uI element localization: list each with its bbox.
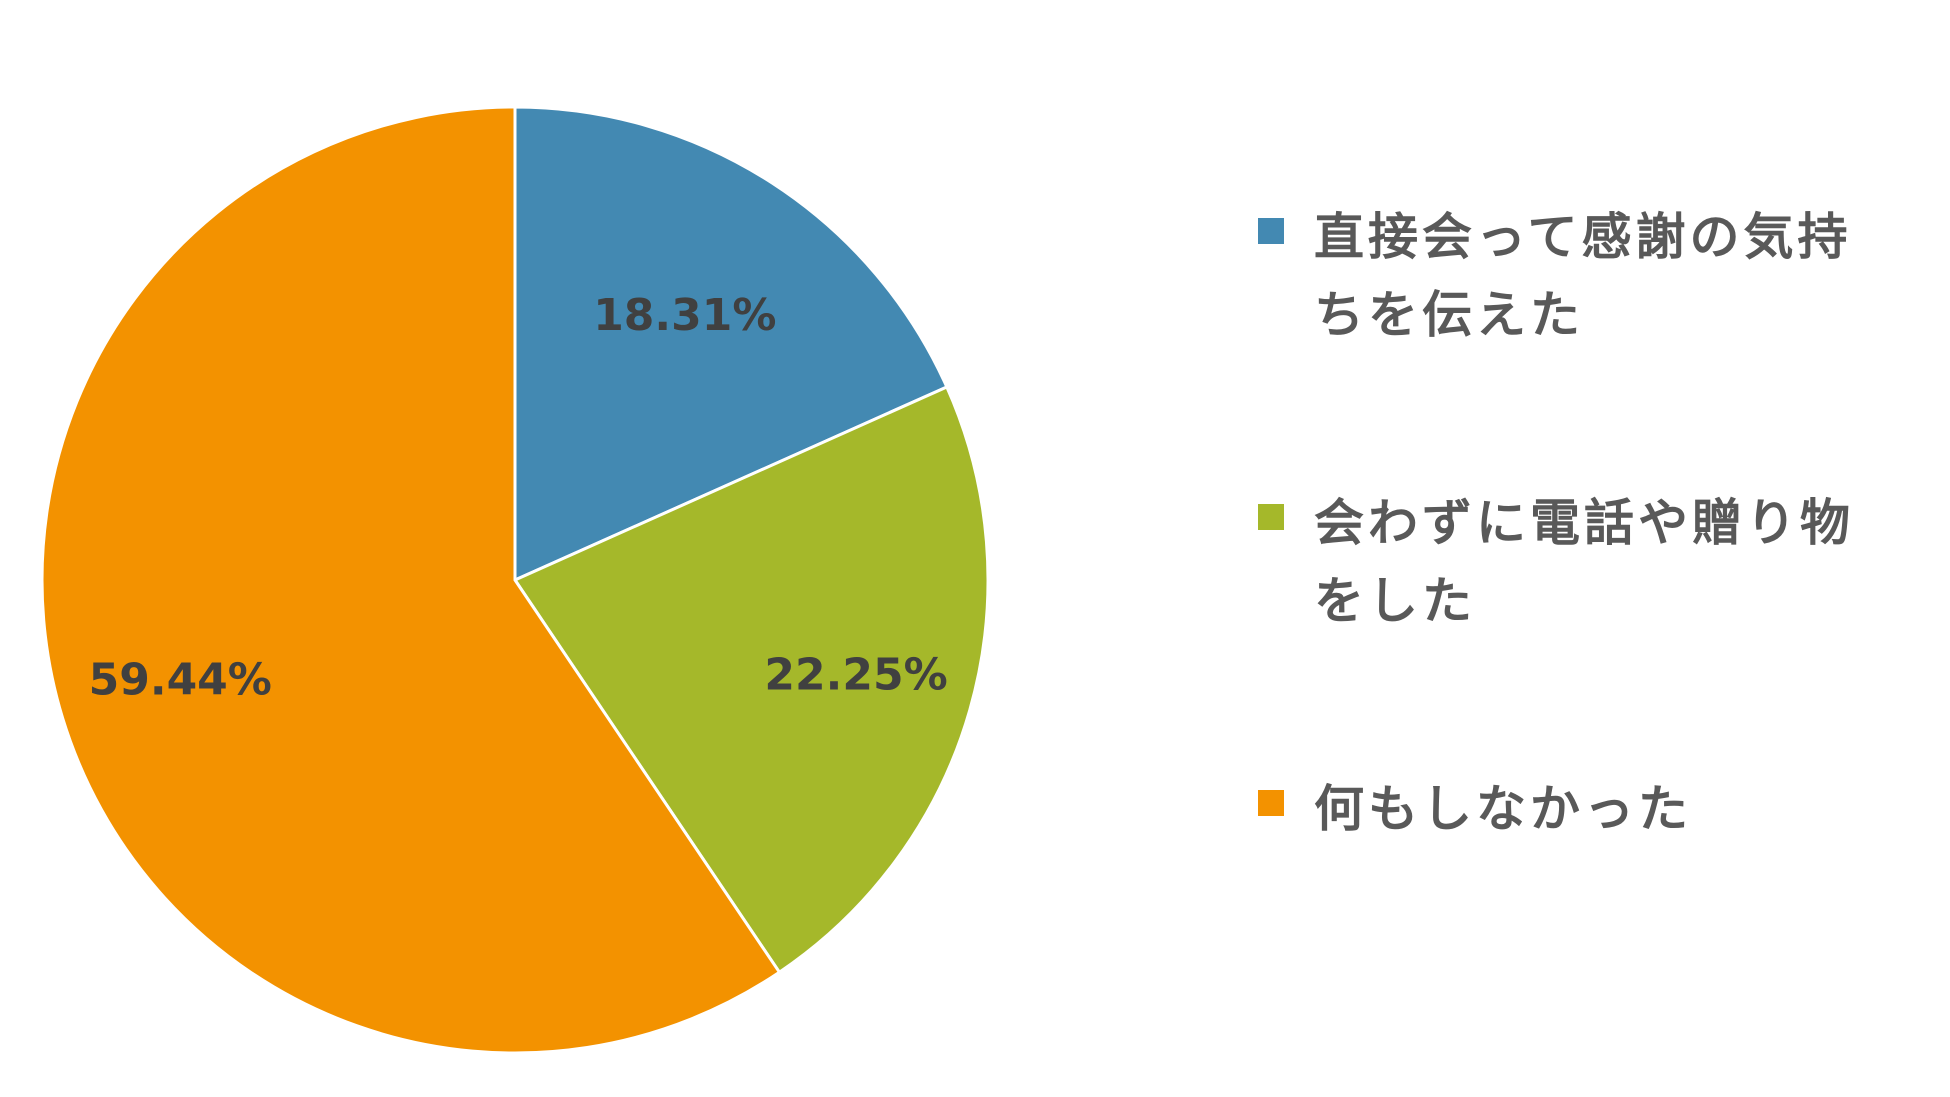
legend-swatch-direct-thanks xyxy=(1258,218,1284,244)
legend-item-direct-thanks: 直接会って感謝の気持 ちを伝えた xyxy=(1258,191,1898,491)
legend-label-call-or-gift-line2: をした xyxy=(1314,572,1476,630)
pie-slices xyxy=(40,105,990,1055)
legend: 直接会って感謝の気持 ちを伝えた 会わずに電話や贈り物 をした 何もしなかった xyxy=(1258,205,1898,883)
legend-swatch-call-or-gift xyxy=(1258,504,1284,530)
legend-label-direct-thanks-line1: 直接会って感謝の気持 xyxy=(1314,208,1852,266)
pie-data-labels: 18.31% 22.25% 59.44% xyxy=(89,290,948,705)
data-label-did-nothing: 59.44% xyxy=(89,654,272,705)
legend-swatch-did-nothing xyxy=(1258,790,1284,816)
legend-item-call-or-gift: 会わずに電話や贈り物 をした xyxy=(1258,477,1898,777)
data-label-call-or-gift: 22.25% xyxy=(764,650,947,701)
legend-item-did-nothing: 何もしなかった xyxy=(1258,763,1898,883)
data-label-direct-thanks: 18.31% xyxy=(593,290,776,341)
pie-slice-direct-thanks xyxy=(513,105,949,583)
pie-slice-did-nothing xyxy=(40,105,782,1055)
pie-slice-call-or-gift xyxy=(512,384,990,975)
legend-label-did-nothing: 何もしなかった xyxy=(1314,780,1692,838)
legend-label-call-or-gift-line1: 会わずに電話や贈り物 xyxy=(1314,494,1854,552)
legend-label-direct-thanks-line2: ちを伝えた xyxy=(1314,286,1584,344)
